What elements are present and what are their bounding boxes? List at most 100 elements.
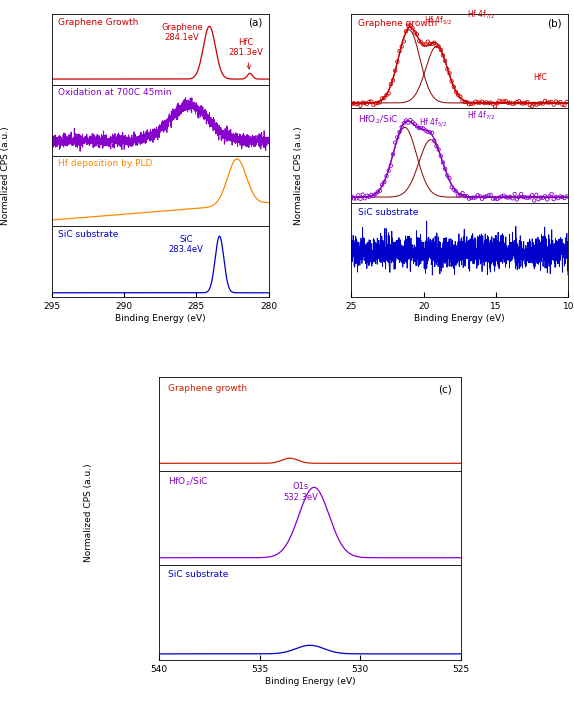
Point xyxy=(447,76,456,87)
Point xyxy=(386,160,395,171)
Point xyxy=(389,74,398,86)
Point xyxy=(542,194,552,205)
Text: SiC substrate: SiC substrate xyxy=(358,208,418,217)
Point xyxy=(351,98,360,110)
Point xyxy=(451,185,460,197)
Point xyxy=(436,150,445,161)
Point xyxy=(551,96,560,107)
Point xyxy=(401,115,410,126)
Point xyxy=(373,98,382,109)
Point xyxy=(447,182,456,193)
Text: Graphene growth: Graphene growth xyxy=(358,19,437,28)
Point xyxy=(412,121,421,132)
Point xyxy=(521,98,530,109)
Point xyxy=(410,27,420,38)
Text: Hf deposition by PLD: Hf deposition by PLD xyxy=(58,159,153,168)
Point xyxy=(453,190,463,201)
Point xyxy=(556,96,565,107)
Point xyxy=(560,100,569,111)
Point xyxy=(542,97,552,108)
Point xyxy=(547,189,556,200)
Text: Graphene
284.1eV: Graphene 284.1eV xyxy=(161,22,203,42)
Point xyxy=(532,99,541,110)
Point xyxy=(453,89,463,100)
Point xyxy=(434,41,443,52)
Point xyxy=(480,98,489,109)
Point xyxy=(458,95,467,107)
Point xyxy=(471,192,480,203)
Point xyxy=(499,190,509,201)
Point xyxy=(440,55,449,67)
Text: Graphene Growth: Graphene Growth xyxy=(58,18,138,27)
Point xyxy=(519,98,528,110)
Point xyxy=(462,97,471,108)
X-axis label: Binding Energy (eV): Binding Energy (eV) xyxy=(265,677,355,686)
Point xyxy=(417,122,426,133)
Point xyxy=(458,187,467,199)
Point xyxy=(371,188,380,199)
Point xyxy=(488,98,498,110)
Point xyxy=(432,140,441,152)
Point xyxy=(419,39,428,50)
Point xyxy=(445,173,454,184)
Point xyxy=(432,40,441,51)
Point xyxy=(362,190,371,201)
Point xyxy=(375,185,385,197)
Point xyxy=(480,191,489,202)
Point xyxy=(419,123,428,134)
Text: O1s
532.3eV: O1s 532.3eV xyxy=(284,482,319,502)
Point xyxy=(364,96,374,107)
Point xyxy=(369,190,378,201)
Point xyxy=(358,97,367,108)
Point xyxy=(556,191,565,202)
Point xyxy=(430,37,439,48)
Point xyxy=(351,193,360,204)
Point xyxy=(490,193,499,204)
Point xyxy=(560,192,569,204)
Point xyxy=(499,96,509,107)
Point xyxy=(367,96,376,107)
Point xyxy=(390,137,400,148)
Point xyxy=(414,35,424,46)
Point xyxy=(428,39,437,50)
Point xyxy=(393,132,402,143)
Point xyxy=(412,29,421,40)
Point xyxy=(508,98,517,110)
Point xyxy=(497,191,506,202)
Point xyxy=(553,192,563,204)
Point xyxy=(356,100,365,111)
Point xyxy=(512,96,521,107)
Text: Hf 4f$_{7/2}$: Hf 4f$_{7/2}$ xyxy=(467,109,495,122)
Point xyxy=(395,126,404,138)
Point xyxy=(436,44,445,55)
Point xyxy=(347,191,356,202)
Point xyxy=(393,56,402,67)
Point xyxy=(386,79,395,90)
Point xyxy=(532,190,541,201)
Text: (a): (a) xyxy=(248,18,262,27)
Point xyxy=(541,95,550,107)
Point xyxy=(517,189,526,200)
Point xyxy=(380,176,389,187)
Point xyxy=(506,97,515,108)
Point xyxy=(551,191,560,202)
Point xyxy=(562,96,571,107)
Point xyxy=(358,189,367,200)
Point xyxy=(486,189,495,200)
Point xyxy=(478,193,487,204)
Text: HfO$_2$/SiC: HfO$_2$/SiC xyxy=(168,476,209,489)
Point xyxy=(484,190,493,201)
Point xyxy=(350,98,359,109)
Point xyxy=(360,192,369,204)
Point xyxy=(440,164,449,175)
Point xyxy=(519,192,528,203)
Point xyxy=(404,20,413,31)
Point xyxy=(428,127,437,138)
Point xyxy=(371,98,380,109)
Point xyxy=(530,194,539,206)
Text: SiC
283.4eV: SiC 283.4eV xyxy=(169,235,204,254)
Point xyxy=(362,98,371,110)
Point xyxy=(380,92,389,103)
Point xyxy=(497,96,506,107)
Point xyxy=(423,36,432,47)
